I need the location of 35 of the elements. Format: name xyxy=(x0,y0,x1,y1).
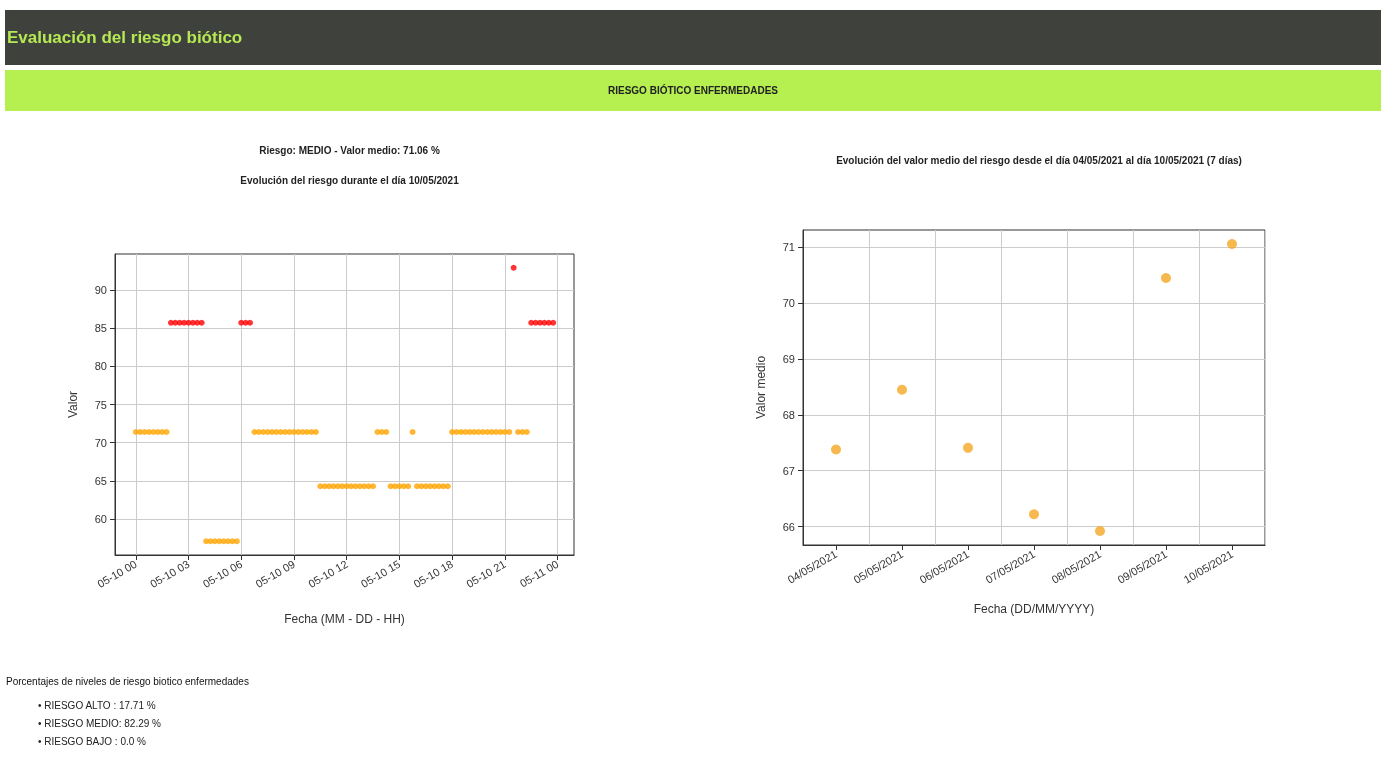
y-tick-label: 75 xyxy=(94,398,107,411)
y-tick-label: 85 xyxy=(94,322,107,335)
point xyxy=(963,442,973,453)
text: • RIESGO ALTO : 17.71 % xyxy=(38,699,157,713)
chart-title: Evolución del riesgo durante el día 10/05/2021 xyxy=(240,174,460,186)
y-tick-label: 70 xyxy=(94,436,107,449)
point xyxy=(897,384,907,395)
text: • RIESGO BAJO : 0.0 % xyxy=(38,735,147,749)
y-tick-label: 66 xyxy=(782,520,795,533)
y-axis-title: Valor medio xyxy=(754,355,768,420)
x-axis-title: Fecha (DD/MM/YYYY) xyxy=(973,602,1095,616)
x-axis-title: Fecha (MM - DD - HH) xyxy=(284,612,405,626)
y-tick-label: 65 xyxy=(94,474,107,487)
y-tick-label: 90 xyxy=(94,283,107,296)
text: • RIESGO MEDIO: 82.29 % xyxy=(38,717,162,731)
point xyxy=(1029,509,1039,520)
y-tick-label: 68 xyxy=(782,408,795,421)
chart-subtitle: Riesgo: MEDIO - Valor medio: 71.06 % xyxy=(259,144,440,156)
point xyxy=(1161,273,1171,284)
text: Evaluación del riesgo biótico xyxy=(6,27,243,48)
text: Porcentajes de niveles de riesgo biotico enfermedades xyxy=(6,676,250,687)
text: RIESGO BIÓTICO ENFERMEDADES xyxy=(607,85,778,96)
y-tick-label: 69 xyxy=(782,353,795,366)
y-tick-label: 67 xyxy=(782,464,795,477)
x-tick-label: 05-10 15 xyxy=(358,557,403,590)
y-tick-label: 71 xyxy=(782,241,795,254)
y-tick-label: 80 xyxy=(94,360,107,373)
chart-title: Evolución del valor medio del riesgo desde el día 04/05/2021 al día 10/05/2021 (7 días) xyxy=(836,154,1242,166)
point xyxy=(831,444,841,455)
y-axis-title: Valor xyxy=(66,390,80,419)
point xyxy=(1227,238,1237,249)
x-tick-label: 05-11 00 xyxy=(517,557,561,590)
y-tick-label: 60 xyxy=(94,513,107,526)
point xyxy=(1095,526,1105,537)
y-tick-label: 70 xyxy=(782,297,795,310)
